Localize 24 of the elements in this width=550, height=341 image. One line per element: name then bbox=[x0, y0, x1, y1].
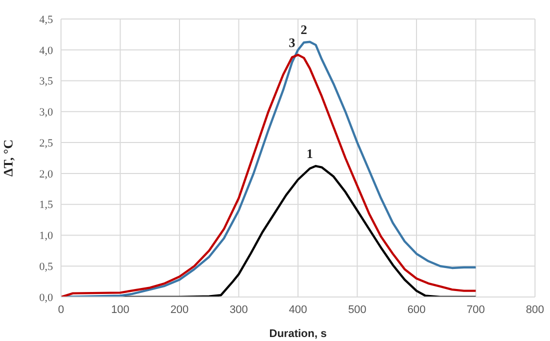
x-tick-label: 800 bbox=[526, 304, 544, 316]
x-tick-label: 200 bbox=[170, 304, 189, 316]
y-tick-label: 2,0 bbox=[39, 168, 54, 180]
y-tick-label: 1,0 bbox=[39, 230, 54, 242]
x-tick-label: 700 bbox=[466, 304, 485, 316]
series-label: 1 bbox=[306, 146, 314, 162]
series-label: 3 bbox=[288, 34, 296, 50]
x-tick-label: 400 bbox=[288, 304, 308, 316]
y-tick-label: 3,5 bbox=[39, 76, 54, 88]
y-axis-title: ΔT, °C bbox=[0, 140, 16, 176]
y-tick-label: 3,0 bbox=[39, 106, 54, 119]
x-axis-title: Duration, s bbox=[269, 328, 327, 340]
x-tick-label: 0 bbox=[58, 304, 64, 316]
x-tick-label: 300 bbox=[230, 304, 248, 316]
x-tick-label: 500 bbox=[348, 304, 366, 316]
y-tick-label: 0,5 bbox=[39, 261, 54, 274]
y-tick-label: 1,5 bbox=[39, 199, 54, 212]
x-tick-label: 600 bbox=[407, 304, 426, 316]
series-label: 2 bbox=[300, 22, 308, 37]
x-tick-label: 100 bbox=[111, 304, 130, 316]
y-tick-label: 4,0 bbox=[39, 44, 54, 57]
y-tick-label: 0,0 bbox=[39, 292, 54, 304]
y-tick-label: 4,5 bbox=[39, 14, 54, 26]
y-tick-label: 2,5 bbox=[39, 137, 54, 150]
